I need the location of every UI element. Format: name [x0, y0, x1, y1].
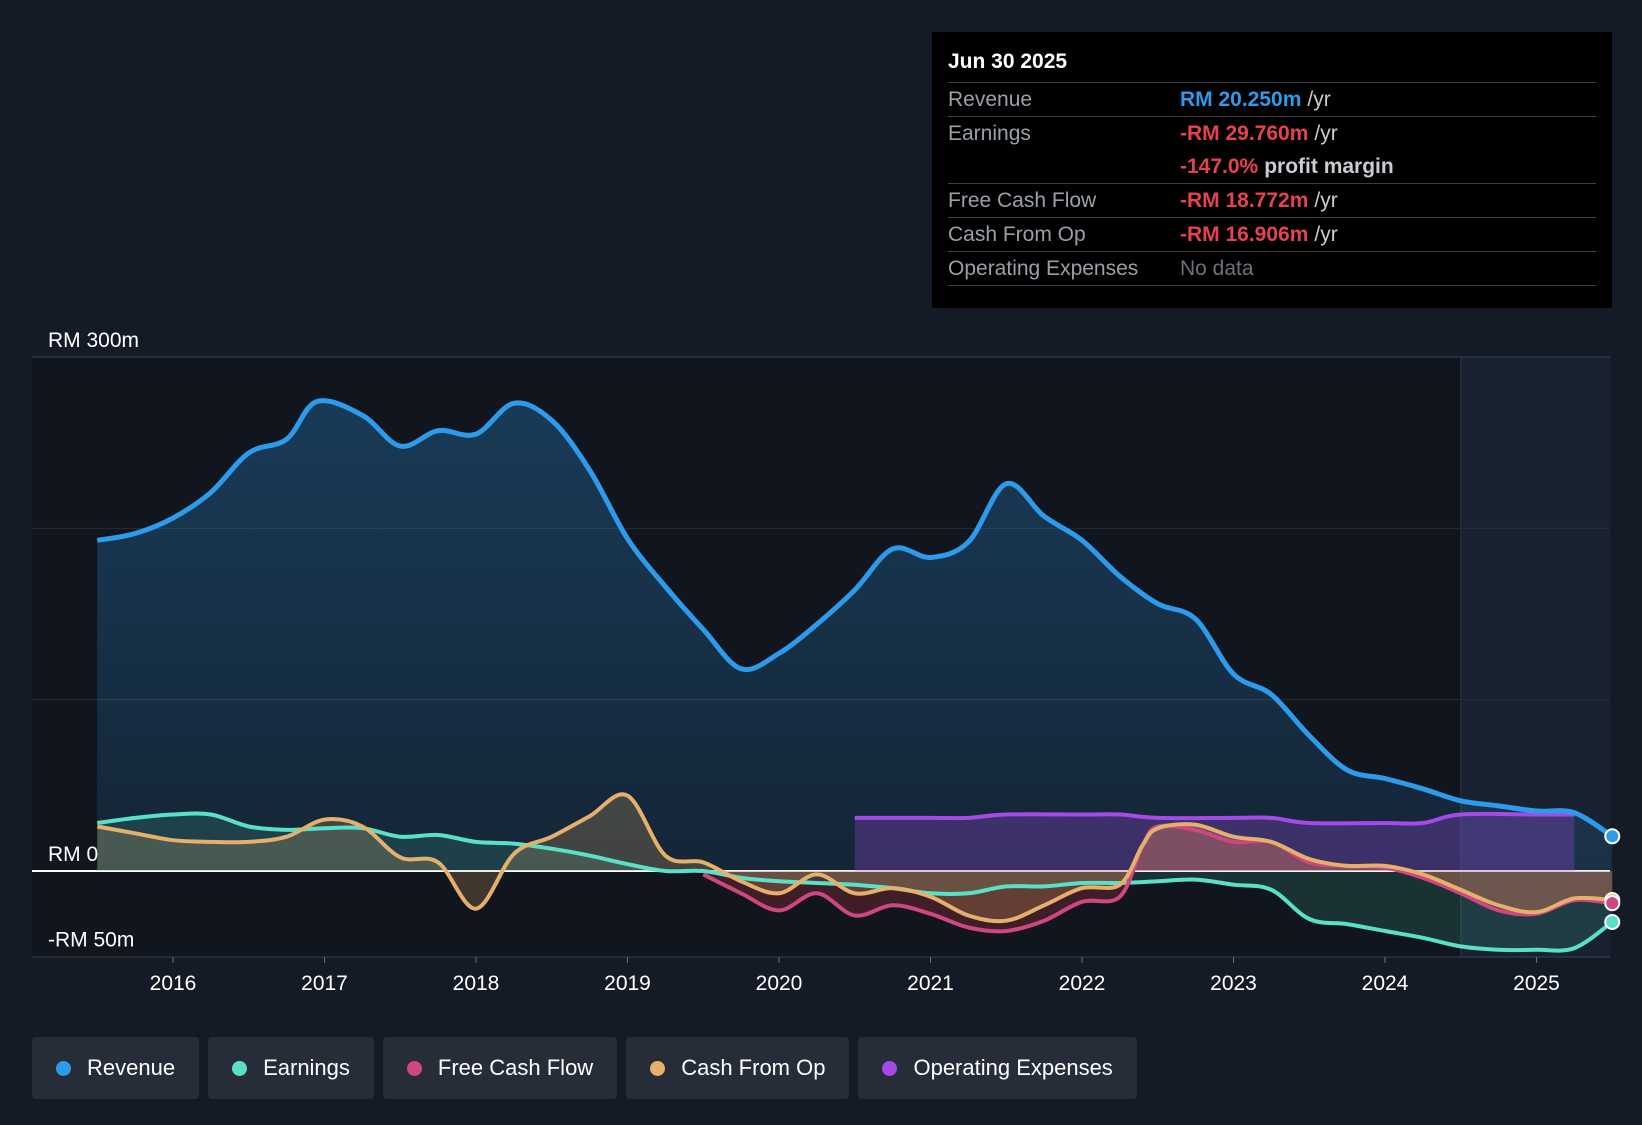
- tooltip-value-wrap: -RM 18.772m/yr: [1180, 184, 1596, 217]
- legend-label: Cash From Op: [681, 1055, 826, 1080]
- tooltip-date: Jun 30 2025: [948, 50, 1068, 73]
- x-tick-label: 2020: [756, 972, 803, 995]
- x-tick-label: 2023: [1210, 972, 1257, 995]
- legend-label: Revenue: [87, 1055, 176, 1080]
- opex-line: [854, 811, 1575, 826]
- tooltip-value-wrap: -RM 16.906m/yr: [1180, 218, 1596, 251]
- y-axis-label: -RM 50m: [48, 929, 134, 952]
- fcf-end-marker: [1604, 895, 1621, 912]
- legend: Revenue Earnings Free Cash Flow Cash Fro…: [32, 1037, 1137, 1099]
- y-axis-label: RM 300m: [48, 329, 139, 352]
- tooltip-value: -RM 29.760m: [1180, 122, 1309, 145]
- legend-item-free-cash-flow[interactable]: Free Cash Flow: [382, 1037, 618, 1099]
- tooltip-row-earnings: Earnings -RM 29.760m/yr: [948, 116, 1596, 150]
- tooltip-unit: /yr: [1314, 223, 1338, 246]
- tooltip-value: -RM 16.906m: [1180, 223, 1309, 246]
- tooltip-label: Free Cash Flow: [948, 189, 1097, 212]
- tooltip-label: Operating Expenses: [948, 257, 1139, 280]
- legend-label: Earnings: [263, 1055, 350, 1080]
- tooltip-row-revenue: Revenue RM 20.250m/yr: [948, 82, 1596, 116]
- x-tick-label: 2025: [1513, 972, 1560, 995]
- revenue-area: [97, 400, 1613, 871]
- x-tick-label: 2016: [150, 972, 197, 995]
- tooltip-label: Cash From Op: [948, 223, 1086, 246]
- x-tick-label: 2018: [453, 972, 500, 995]
- tooltip-row-fcf: Free Cash Flow -RM 18.772m/yr: [948, 183, 1596, 217]
- tooltip-divider: [948, 285, 1596, 286]
- legend-item-earnings[interactable]: Earnings: [208, 1037, 374, 1099]
- legend-dot-icon: [56, 1060, 71, 1076]
- y-axis-label: RM 0: [48, 843, 98, 866]
- opex-area: [854, 813, 1575, 871]
- legend-item-revenue[interactable]: Revenue: [32, 1037, 200, 1099]
- tooltip-value-wrap: No data: [1180, 252, 1596, 285]
- tooltip-value: RM 20.250m: [1180, 88, 1302, 111]
- legend-dot-icon: [406, 1060, 422, 1076]
- cfo-area: [97, 794, 1613, 922]
- tooltip-unit: /yr: [1314, 189, 1338, 212]
- tooltip-row-cfo: Cash From Op -RM 16.906m/yr: [948, 217, 1596, 251]
- x-tick-label: 2019: [604, 972, 651, 995]
- legend-dot-icon: [882, 1060, 898, 1076]
- x-tick-label: 2021: [907, 972, 954, 995]
- tooltip-unit: /yr: [1314, 122, 1338, 145]
- tooltip-row-margin: -147.0% profit margin: [948, 150, 1596, 183]
- tooltip-label: Revenue: [948, 88, 1033, 111]
- x-tick-label: 2024: [1362, 972, 1409, 995]
- legend-item-operating-expenses[interactable]: Operating Expenses: [858, 1037, 1137, 1099]
- tooltip-unit: profit margin: [1264, 155, 1394, 178]
- earnings-end-marker: [1604, 913, 1621, 930]
- legend-label: Free Cash Flow: [437, 1055, 594, 1080]
- legend-dot-icon: [650, 1060, 666, 1076]
- tooltip-label: [948, 150, 1180, 183]
- x-tick-label: 2017: [301, 972, 348, 995]
- legend-dot-icon: [232, 1060, 248, 1076]
- earnings-line: [97, 811, 1614, 953]
- legend-item-cash-from-op[interactable]: Cash From Op: [626, 1037, 850, 1099]
- tooltip-unit: /yr: [1307, 88, 1331, 111]
- tooltip-value: No data: [1180, 257, 1254, 280]
- fcf-area: [703, 825, 1613, 932]
- legend-label: Operating Expenses: [913, 1055, 1113, 1080]
- tooltip-row-opex: Operating Expenses No data: [948, 251, 1596, 285]
- tooltip-value-wrap: -RM 29.760m/yr: [1180, 117, 1596, 150]
- x-tick-label: 2022: [1059, 972, 1106, 995]
- revenue-end-marker: [1604, 828, 1621, 845]
- tooltip-panel: Jun 30 2025 Revenue RM 20.250m/yr Earnin…: [932, 32, 1612, 308]
- tooltip-label: Earnings: [948, 122, 1031, 145]
- earnings-area: [97, 813, 1613, 951]
- tooltip-value: -147.0%: [1180, 155, 1259, 178]
- tooltip-value: -RM 18.772m: [1180, 189, 1309, 212]
- cfo-line: [96, 792, 1613, 924]
- tooltip-value-wrap: RM 20.250m/yr: [1180, 83, 1596, 116]
- tooltip-value-wrap: -147.0% profit margin: [1180, 150, 1596, 183]
- revenue-line: [96, 398, 1614, 839]
